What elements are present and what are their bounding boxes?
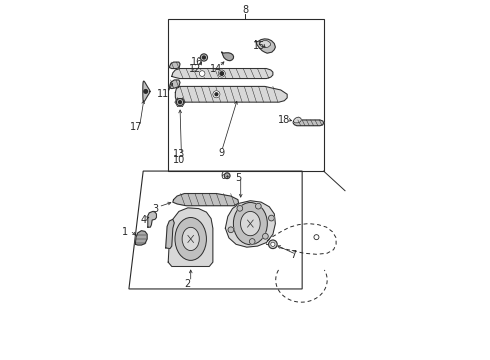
Circle shape bbox=[144, 90, 147, 93]
Circle shape bbox=[220, 72, 223, 75]
Polygon shape bbox=[256, 39, 275, 53]
Circle shape bbox=[270, 242, 275, 247]
Text: 18: 18 bbox=[278, 115, 291, 125]
Polygon shape bbox=[259, 41, 270, 48]
Text: 7: 7 bbox=[290, 250, 296, 260]
Circle shape bbox=[224, 173, 230, 179]
Ellipse shape bbox=[241, 211, 260, 236]
Text: 16: 16 bbox=[191, 57, 203, 67]
Text: 17: 17 bbox=[130, 122, 142, 132]
Text: 5: 5 bbox=[235, 173, 241, 183]
Polygon shape bbox=[135, 231, 147, 245]
Circle shape bbox=[237, 206, 243, 211]
Ellipse shape bbox=[175, 217, 206, 260]
Text: 9: 9 bbox=[219, 148, 225, 158]
Circle shape bbox=[228, 227, 234, 233]
Text: 13: 13 bbox=[173, 149, 185, 158]
Circle shape bbox=[178, 101, 181, 104]
Polygon shape bbox=[143, 81, 150, 102]
Circle shape bbox=[269, 240, 277, 249]
Circle shape bbox=[263, 233, 268, 239]
Text: 1: 1 bbox=[122, 227, 128, 237]
Text: 2: 2 bbox=[185, 279, 191, 289]
Polygon shape bbox=[148, 211, 156, 227]
Polygon shape bbox=[175, 86, 287, 102]
Text: 6: 6 bbox=[220, 171, 227, 181]
Polygon shape bbox=[172, 68, 273, 78]
Circle shape bbox=[200, 54, 207, 61]
Circle shape bbox=[176, 99, 184, 106]
Text: 8: 8 bbox=[242, 5, 248, 15]
Text: 10: 10 bbox=[173, 155, 185, 165]
Polygon shape bbox=[222, 52, 234, 61]
Circle shape bbox=[269, 215, 274, 221]
Polygon shape bbox=[168, 208, 213, 266]
Circle shape bbox=[202, 56, 205, 59]
Ellipse shape bbox=[182, 227, 199, 251]
Circle shape bbox=[213, 91, 220, 98]
Circle shape bbox=[218, 70, 225, 77]
Text: 12: 12 bbox=[189, 64, 201, 74]
Text: 11: 11 bbox=[157, 89, 169, 99]
Text: 4: 4 bbox=[140, 215, 146, 225]
Polygon shape bbox=[166, 219, 174, 249]
Circle shape bbox=[255, 203, 261, 209]
Circle shape bbox=[215, 93, 218, 96]
Polygon shape bbox=[169, 80, 180, 89]
Polygon shape bbox=[293, 117, 301, 123]
Polygon shape bbox=[173, 194, 239, 206]
Bar bbox=[168, 19, 323, 171]
Text: 3: 3 bbox=[152, 203, 158, 213]
Circle shape bbox=[249, 239, 255, 244]
Ellipse shape bbox=[233, 203, 268, 245]
Polygon shape bbox=[225, 201, 275, 247]
Text: 14: 14 bbox=[210, 64, 222, 74]
Polygon shape bbox=[169, 62, 180, 68]
Circle shape bbox=[199, 71, 205, 76]
Polygon shape bbox=[293, 120, 323, 126]
Text: 15: 15 bbox=[253, 41, 266, 51]
